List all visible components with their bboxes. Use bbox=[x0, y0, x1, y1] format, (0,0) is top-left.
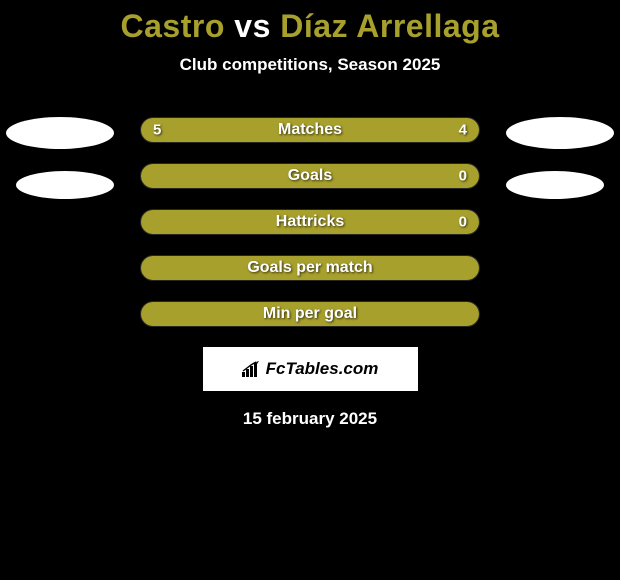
player1-avatar-placeholder-2 bbox=[16, 171, 114, 199]
stat-bar-right bbox=[329, 118, 479, 142]
player2-avatar-placeholder-2 bbox=[506, 171, 604, 199]
page-title: Castro vs Díaz Arrellaga bbox=[0, 8, 620, 45]
player2-avatar-placeholder bbox=[506, 117, 614, 149]
stat-row: Hattricks 0 bbox=[140, 209, 480, 235]
logo-text: FcTables.com bbox=[266, 359, 379, 379]
stat-row: Goals 0 bbox=[140, 163, 480, 189]
stat-value-right: 0 bbox=[459, 168, 467, 185]
stat-label: Hattricks bbox=[276, 213, 344, 231]
chart-icon bbox=[242, 361, 262, 377]
subtitle: Club competitions, Season 2025 bbox=[0, 55, 620, 75]
vs-label: vs bbox=[234, 8, 271, 44]
stat-row: Goals per match bbox=[140, 255, 480, 281]
stat-value-left: 5 bbox=[153, 122, 161, 139]
logo-box: FcTables.com bbox=[203, 347, 418, 391]
player1-avatar-placeholder bbox=[6, 117, 114, 149]
logo: FcTables.com bbox=[242, 359, 379, 379]
stat-label: Matches bbox=[278, 121, 342, 139]
player1-name: Castro bbox=[121, 8, 225, 44]
stat-value-right: 0 bbox=[459, 214, 467, 231]
player2-name: Díaz Arrellaga bbox=[280, 8, 499, 44]
stat-label: Goals bbox=[288, 167, 332, 185]
stat-label: Min per goal bbox=[263, 305, 357, 323]
stat-value-right: 4 bbox=[459, 122, 467, 139]
stat-label: Goals per match bbox=[247, 259, 372, 277]
comparison-infographic: Castro vs Díaz Arrellaga Club competitio… bbox=[0, 0, 620, 429]
date-text: 15 february 2025 bbox=[0, 409, 620, 429]
stats-area: Matches 5 4 Goals 0 Hattricks 0 Goals per match… bbox=[0, 117, 620, 327]
stat-row: Matches 5 4 bbox=[140, 117, 480, 143]
stat-rows: Matches 5 4 Goals 0 Hattricks 0 Goals per match… bbox=[140, 117, 480, 327]
stat-row: Min per goal bbox=[140, 301, 480, 327]
